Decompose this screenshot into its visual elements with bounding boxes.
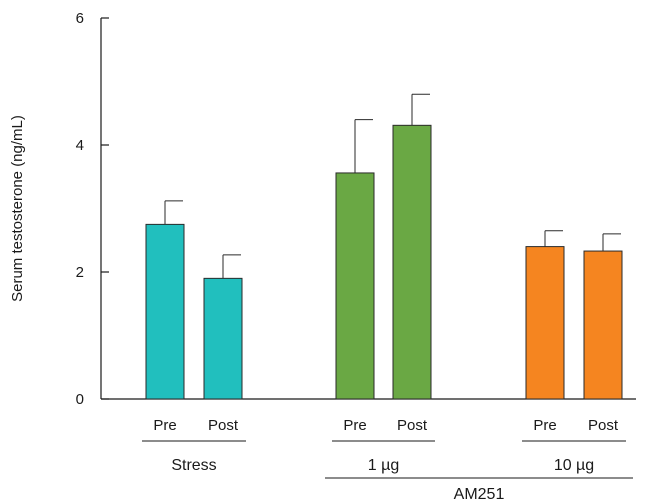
bar xyxy=(335,172,375,400)
group-label: Stress xyxy=(171,457,216,474)
bar-category-label: Pre xyxy=(153,417,176,434)
category-labels: Pre Post Stress Pre Post 1 µg Pre Post 10 µg AM25… xyxy=(142,417,633,503)
supergroup-label: AM251 xyxy=(454,486,505,503)
bars xyxy=(145,124,623,400)
bar xyxy=(203,277,243,400)
bar-category-label: Post xyxy=(397,417,428,434)
bar xyxy=(583,250,623,400)
y-tick-label: 4 xyxy=(76,137,84,154)
error-bars xyxy=(164,93,621,279)
y-ticks: 0 2 4 6 xyxy=(76,10,109,408)
bar xyxy=(145,223,185,400)
y-tick-label: 6 xyxy=(76,10,84,27)
group-label: 10 µg xyxy=(554,457,594,474)
bar-category-label: Pre xyxy=(343,417,366,434)
bar xyxy=(392,124,432,400)
bar-category-label: Post xyxy=(588,417,619,434)
bar-category-label: Pre xyxy=(533,417,556,434)
y-tick-label: 0 xyxy=(76,391,84,408)
bar xyxy=(525,246,565,400)
y-tick-label: 2 xyxy=(76,264,84,281)
bar-category-label: Post xyxy=(208,417,239,434)
y-axis-label: Serum testosterone (ng/mL) xyxy=(9,115,26,302)
group-label: 1 µg xyxy=(368,457,399,474)
